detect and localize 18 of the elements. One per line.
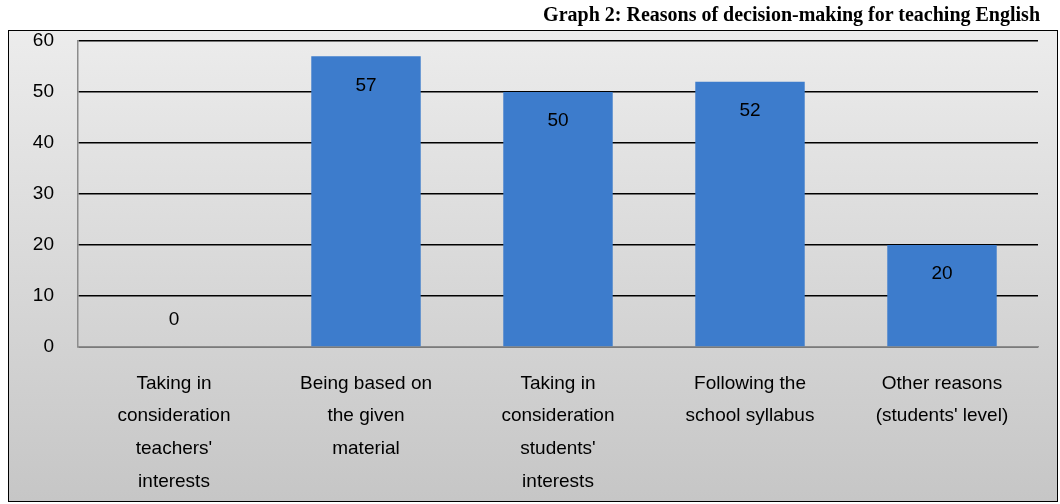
x-tick-label: Other reasons (students' level): [875, 371, 1009, 426]
data-label: 57: [355, 73, 377, 95]
x-tick-label: Taking in consideration students' interests: [501, 371, 615, 491]
data-label: 20: [931, 262, 953, 284]
y-tick-label: 50: [32, 80, 54, 102]
y-tick-label: 0: [43, 335, 54, 357]
data-label: 50: [547, 109, 569, 131]
x-tick-label: Following the school syllabus: [685, 371, 815, 426]
y-tick-label: 60: [32, 29, 54, 51]
y-tick-label: 20: [32, 233, 54, 255]
y-tick-label: 30: [32, 182, 54, 204]
chart-title: Graph 2: Reasons of decision-making for teaching English: [543, 3, 1040, 26]
y-tick-label: 10: [32, 284, 54, 306]
y-tick-label: 40: [32, 131, 54, 153]
data-label: 0: [168, 308, 180, 330]
x-tick-label: Being based on the given material: [299, 371, 433, 458]
data-label: 52: [739, 99, 761, 121]
x-tick-label: Taking in consideration teachers' interests: [117, 371, 231, 491]
